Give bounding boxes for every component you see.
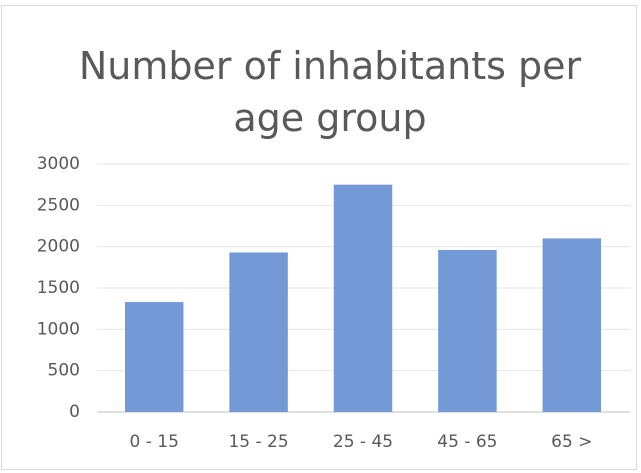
chart-title: Number of inhabitants per age group	[78, 44, 582, 140]
y-tick-label: 0	[69, 402, 80, 422]
y-tick-label: 3000	[37, 154, 80, 174]
chart-frame	[1, 5, 637, 470]
x-tick-label: 45 - 65	[437, 432, 497, 452]
bar	[124, 302, 184, 412]
x-tick-label: 0 - 15	[130, 432, 179, 452]
y-tick-label: 1500	[37, 278, 80, 298]
bar	[438, 249, 497, 412]
x-tick-label: 15 - 25	[228, 432, 288, 452]
bar	[333, 184, 393, 412]
y-tick-label: 2000	[37, 237, 80, 257]
y-tick-label: 500	[48, 361, 80, 381]
bar	[542, 238, 602, 412]
y-tick-label: 2500	[37, 195, 80, 215]
x-tick-label: 25 - 45	[333, 432, 393, 452]
bar	[229, 252, 288, 412]
y-tick-label: 1000	[37, 319, 80, 339]
x-tick-label: 65 >	[551, 432, 592, 452]
